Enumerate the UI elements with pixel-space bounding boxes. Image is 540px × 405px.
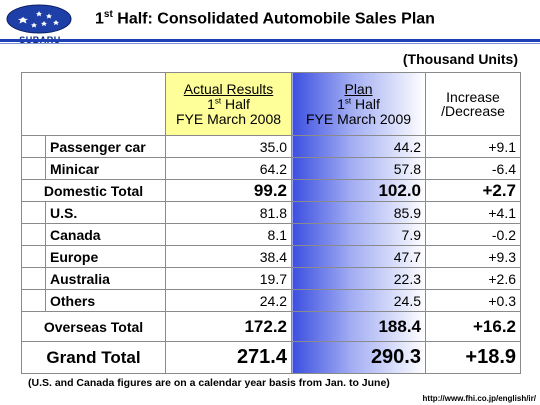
plan-value: 102.0 — [291, 179, 426, 202]
header-row: Actual Results 1st Half FYE March 2008 P… — [21, 72, 521, 136]
plan-header: Plan 1st Half FYE March 2009 — [291, 72, 426, 136]
indent-cell — [21, 135, 46, 158]
actual-value: 81.8 — [165, 201, 292, 224]
indent-cell — [21, 267, 46, 290]
table-row-europe: Europe 38.4 47.7 +9.3 — [21, 245, 521, 268]
subaru-logo: SUBARU — [6, 4, 74, 45]
change-value: +9.1 — [425, 135, 521, 158]
change-value: -6.4 — [425, 157, 521, 180]
change-value: +4.1 — [425, 201, 521, 224]
row-label: Canada — [45, 223, 166, 246]
footnote: (U.S. and Canada figures are on a calend… — [28, 377, 390, 389]
sales-plan-table: Actual Results 1st Half FYE March 2008 P… — [21, 72, 521, 374]
indent-cell — [21, 245, 46, 268]
row-label: Passenger car — [45, 135, 166, 158]
title-prefix: 1 — [95, 10, 104, 28]
change-value: +9.3 — [425, 245, 521, 268]
change-value: +0.3 — [425, 289, 521, 312]
title-divider — [0, 39, 540, 42]
table-row-others: Others 24.2 24.5 +0.3 — [21, 289, 521, 312]
slide-title: 1st Half: Consolidated Automobile Sales … — [95, 9, 435, 28]
plan-value: 85.9 — [291, 201, 426, 224]
units-label: (Thousand Units) — [402, 51, 518, 67]
actual-value: 172.2 — [165, 311, 292, 342]
table-row-australia: Australia 19.7 22.3 +2.6 — [21, 267, 521, 290]
title-divider-thin — [0, 43, 540, 44]
actual-value: 99.2 — [165, 179, 292, 202]
change-value: +18.9 — [425, 341, 521, 374]
title-rest: Half: Consolidated Automobile Sales Plan — [112, 10, 435, 28]
row-label: Domestic Total — [21, 179, 166, 202]
title-sup: st — [103, 9, 113, 20]
header-blank-cell — [21, 72, 166, 136]
actual-header-title: Actual Results — [183, 80, 274, 97]
indent-cell — [21, 289, 46, 312]
table-row-us: U.S. 81.8 85.9 +4.1 — [21, 201, 521, 224]
table-row-canada: Canada 8.1 7.9 -0.2 — [21, 223, 521, 246]
row-label: Minicar — [45, 157, 166, 180]
change-value: +2.7 — [425, 179, 521, 202]
plan-value: 7.9 — [291, 223, 426, 246]
indent-cell — [21, 223, 46, 246]
row-label: Others — [45, 289, 166, 312]
plan-value: 57.8 — [291, 157, 426, 180]
plan-value: 188.4 — [291, 311, 426, 342]
table-row-passenger-car: Passenger car 35.0 44.2 +9.1 — [21, 135, 521, 158]
plan-value: 47.7 — [291, 245, 426, 268]
table-row-domestic-total: Domestic Total 99.2 102.0 +2.7 — [21, 179, 521, 202]
change-value: +2.6 — [425, 267, 521, 290]
indent-cell — [21, 201, 46, 224]
plan-value: 44.2 — [291, 135, 426, 158]
actual-value: 64.2 — [165, 157, 292, 180]
increase-decrease-header: Increase /Decrease — [425, 72, 521, 136]
row-label: U.S. — [45, 201, 166, 224]
ir-url-link[interactable]: http://www.fhi.co.jp/english/ir/ — [422, 394, 536, 403]
table-row-grand-total: Grand Total 271.4 290.3 +18.9 — [21, 341, 521, 374]
pleiades-star-icon — [6, 4, 72, 34]
actual-value: 19.7 — [165, 267, 292, 290]
actual-value: 38.4 — [165, 245, 292, 268]
row-label: Overseas Total — [21, 311, 166, 342]
row-label: Grand Total — [21, 341, 166, 374]
row-label: Australia — [45, 267, 166, 290]
plan-value: 290.3 — [291, 341, 426, 374]
table-row-overseas-total: Overseas Total 172.2 188.4 +16.2 — [21, 311, 521, 342]
change-value: -0.2 — [425, 223, 521, 246]
plan-header-title: Plan — [344, 80, 373, 97]
indent-cell — [21, 157, 46, 180]
actual-value: 24.2 — [165, 289, 292, 312]
plan-value: 22.3 — [291, 267, 426, 290]
row-label: Europe — [45, 245, 166, 268]
plan-value: 24.5 — [291, 289, 426, 312]
actual-value: 35.0 — [165, 135, 292, 158]
change-value: +16.2 — [425, 311, 521, 342]
actual-value: 271.4 — [165, 341, 292, 374]
actual-results-header: Actual Results 1st Half FYE March 2008 — [165, 72, 292, 136]
actual-value: 8.1 — [165, 223, 292, 246]
table-row-minicar: Minicar 64.2 57.8 -6.4 — [21, 157, 521, 180]
